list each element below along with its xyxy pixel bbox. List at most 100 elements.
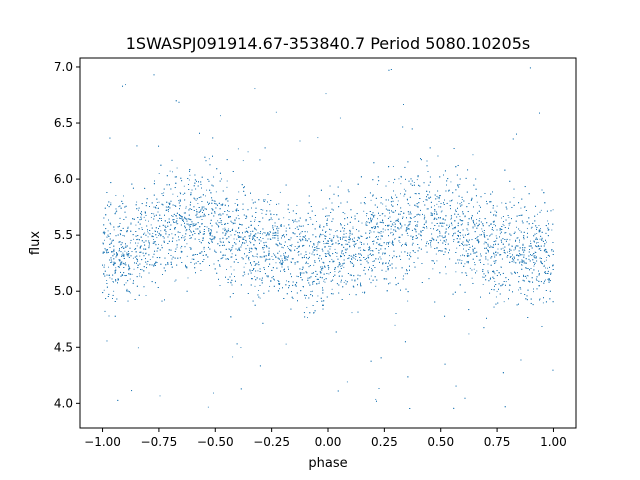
data-point xyxy=(161,244,163,246)
data-point xyxy=(232,223,234,225)
data-point xyxy=(366,215,367,217)
data-point xyxy=(250,231,252,233)
data-point xyxy=(200,216,202,218)
data-point xyxy=(375,398,377,400)
data-point xyxy=(106,280,108,281)
data-point xyxy=(127,255,129,257)
data-point xyxy=(385,262,387,264)
data-point xyxy=(409,252,411,254)
data-point xyxy=(438,206,440,208)
data-point xyxy=(502,223,504,225)
data-point xyxy=(323,243,325,245)
data-point xyxy=(468,333,470,335)
data-point xyxy=(132,257,134,259)
data-point xyxy=(313,249,315,251)
data-point xyxy=(147,232,149,234)
data-point xyxy=(206,226,208,228)
data-point xyxy=(393,182,394,184)
data-point xyxy=(479,218,481,220)
data-point xyxy=(190,225,192,227)
data-point xyxy=(237,148,239,150)
data-point xyxy=(186,243,188,245)
data-point xyxy=(118,206,120,208)
data-point xyxy=(285,257,287,259)
data-point xyxy=(226,186,228,188)
data-point xyxy=(404,273,406,275)
data-point xyxy=(182,235,184,237)
data-point xyxy=(133,238,135,240)
data-point xyxy=(257,225,259,226)
data-point xyxy=(378,244,379,246)
data-point xyxy=(153,239,155,240)
data-point xyxy=(366,221,368,222)
data-point xyxy=(220,115,221,117)
data-point xyxy=(176,223,178,225)
data-point xyxy=(551,250,553,252)
data-point xyxy=(254,221,255,222)
data-point xyxy=(254,88,256,90)
data-point xyxy=(110,224,112,226)
data-point xyxy=(307,231,308,233)
data-point xyxy=(317,295,319,297)
data-point xyxy=(349,234,351,236)
data-point xyxy=(214,249,216,251)
data-point xyxy=(546,241,547,243)
data-point xyxy=(505,281,507,283)
data-point xyxy=(269,232,271,234)
data-point xyxy=(402,244,403,245)
data-point xyxy=(185,207,187,209)
data-point xyxy=(508,217,510,219)
data-point xyxy=(547,220,549,222)
data-point xyxy=(426,241,428,243)
data-point xyxy=(360,249,362,251)
data-point xyxy=(515,245,517,247)
data-point xyxy=(122,252,124,254)
data-point xyxy=(235,209,237,211)
data-point xyxy=(288,212,290,213)
data-point xyxy=(324,281,326,283)
data-point xyxy=(329,233,331,235)
data-point xyxy=(389,255,391,257)
data-point xyxy=(371,268,372,270)
data-point xyxy=(115,195,117,196)
data-point xyxy=(530,227,532,229)
data-point xyxy=(473,268,475,270)
data-point xyxy=(334,271,336,273)
data-point xyxy=(495,296,497,298)
data-point xyxy=(294,219,296,221)
data-point xyxy=(125,282,127,284)
data-point xyxy=(257,270,259,272)
data-point xyxy=(270,214,272,216)
data-point xyxy=(409,204,411,206)
data-point xyxy=(519,241,520,243)
data-point xyxy=(220,258,222,260)
data-point xyxy=(191,258,193,260)
data-point xyxy=(126,252,128,254)
data-point xyxy=(296,221,298,223)
data-point xyxy=(203,248,205,250)
data-point xyxy=(245,256,247,258)
data-point xyxy=(213,236,215,238)
data-point xyxy=(279,191,281,193)
data-point xyxy=(481,230,483,232)
data-point xyxy=(125,84,126,86)
data-point xyxy=(183,237,185,239)
data-point xyxy=(158,243,159,245)
data-point xyxy=(145,219,147,221)
data-point xyxy=(521,264,523,266)
data-point xyxy=(349,293,350,295)
data-point xyxy=(278,203,280,205)
data-point xyxy=(299,236,301,238)
data-point xyxy=(388,181,390,182)
data-point xyxy=(185,206,187,208)
data-point xyxy=(524,249,525,251)
data-point xyxy=(494,210,496,212)
data-point xyxy=(174,280,176,282)
data-point xyxy=(521,264,522,266)
data-point xyxy=(442,225,444,227)
data-point xyxy=(263,232,265,234)
data-point xyxy=(248,259,250,261)
data-point xyxy=(499,233,501,235)
data-point xyxy=(358,238,360,240)
data-point xyxy=(426,208,428,210)
